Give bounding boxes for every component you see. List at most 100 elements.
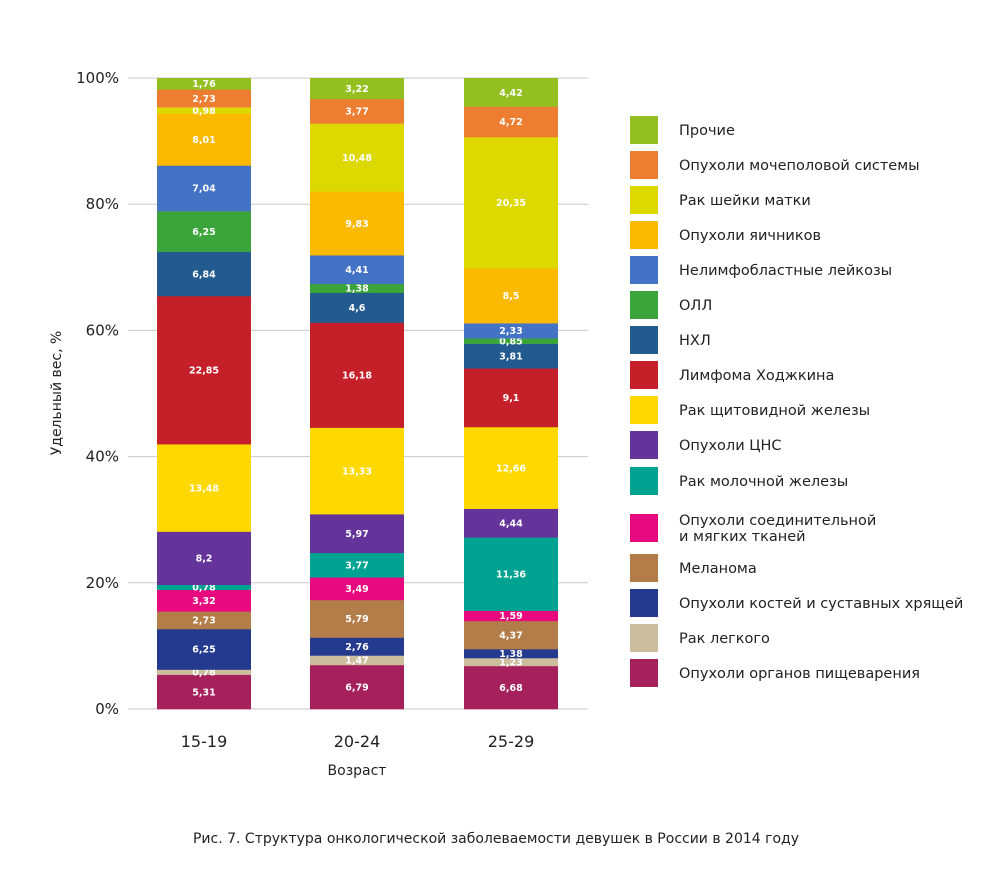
bar-segment-label: 1,59 (499, 611, 522, 622)
bar-segment (310, 427, 404, 515)
x-tick-label: 20-24 (334, 732, 381, 751)
bar-segment (310, 191, 404, 256)
bar-segment-label: 4,6 (349, 303, 366, 314)
x-axis-label: Возраст (328, 763, 387, 779)
bar-segment-label: 8,2 (196, 554, 213, 565)
bar-segment (310, 78, 404, 100)
bars: 5,31 0,78 6,25 2,73 3,32 0,78 8,2 13,48 22,85 6,8… (157, 78, 558, 710)
bar-segment-label: 1,38 (345, 284, 369, 295)
bar-segment-label: 10,48 (342, 153, 372, 164)
bar-segment (310, 292, 404, 323)
legend-label: Прочие (679, 123, 735, 139)
bar-segment-label: 4,44 (499, 518, 523, 529)
bar-segment-label: 9,1 (503, 393, 520, 404)
legend-swatch (630, 589, 658, 617)
bar-segment-label: 16,18 (342, 371, 372, 382)
bar-segment-label: 5,97 (345, 529, 368, 540)
bar-segment-label: 13,33 (342, 466, 372, 477)
y-tick-label: 0% (95, 700, 119, 718)
legend-swatch (630, 396, 658, 424)
bar-segment (464, 136, 558, 269)
legend-label: Лимфома Ходжкина (679, 368, 834, 384)
y-tick-label: 40% (86, 448, 119, 466)
bar-segment-label: 9,83 (345, 219, 368, 230)
bar-segment (464, 649, 558, 659)
legend-swatch (630, 151, 658, 179)
bar-segment (310, 577, 404, 601)
bar-segment (464, 338, 558, 344)
bar-segment-label: 3,32 (192, 596, 215, 607)
legend-label: Опухоли яичников (679, 228, 821, 244)
bar-segment-label: 1,23 (499, 657, 522, 668)
y-tick-label: 100% (76, 69, 119, 87)
bar-segment-label: 13,48 (189, 483, 219, 494)
x-tick-label: 15-19 (181, 732, 228, 751)
bar-segment-label: 1,47 (345, 656, 368, 667)
bar-segment-label: 2,76 (345, 642, 369, 653)
bar-segment (464, 323, 558, 339)
bar-segment (310, 98, 404, 124)
bar-segment-label: 6,25 (192, 645, 215, 656)
bar-segment-label: 4,72 (499, 117, 522, 128)
bar-segment (157, 589, 251, 612)
bar-segment (464, 537, 558, 611)
bar-segment (464, 620, 558, 650)
bar-segment-label: 3,77 (345, 107, 368, 118)
y-axis-label: Удельный вес, % (49, 331, 65, 456)
bar-segment-label: 2,33 (499, 326, 522, 337)
bar-segment (310, 637, 404, 656)
bar-segment (157, 669, 251, 675)
bar-segment (157, 611, 251, 630)
bar-segment (310, 552, 404, 578)
bar-segment (310, 599, 404, 638)
bar-segment-label: 6,68 (499, 683, 523, 694)
bar-segment (157, 165, 251, 212)
bar-segment-label: 4,42 (499, 88, 522, 99)
bar-segment-label: 2,73 (192, 94, 215, 105)
bar-segment (464, 268, 558, 324)
bar-segment (310, 255, 404, 285)
legend-swatch (630, 361, 658, 389)
bar-segment (157, 628, 251, 670)
bar-segment (157, 89, 251, 108)
y-tick-label: 60% (86, 321, 119, 339)
bar-segment-label: 3,22 (345, 84, 368, 95)
legend-swatch (630, 467, 658, 495)
bar-segment-label: 1,38 (499, 649, 523, 660)
legend-label: Меланома (679, 561, 757, 577)
bar-segment-label: 3,81 (499, 351, 522, 362)
legend-label: Рак шейки матки (679, 193, 811, 209)
bar-segment-label: 5,31 (192, 687, 215, 698)
legend-label: Рак легкого (679, 631, 770, 647)
bar-segment (157, 295, 251, 445)
legend-swatch (630, 514, 658, 542)
bar-segment (157, 78, 251, 90)
bar-segment (464, 657, 558, 667)
bar-segment (157, 113, 251, 166)
bar-segment (310, 283, 404, 294)
bar-segment-label: 1,76 (192, 79, 216, 90)
bar-segment-label: 8,01 (192, 135, 215, 146)
legend-label: Рак щитовидной железы (679, 403, 870, 419)
bar-segment-label: 6,79 (345, 682, 368, 693)
bar-segment-label: 0,78 (192, 668, 216, 679)
bar-segment-label: 6,25 (192, 227, 215, 238)
x-tick-label: 25-29 (488, 732, 535, 751)
legend-swatch (630, 186, 658, 214)
legend-swatch (630, 256, 658, 284)
bar-segment-label: 4,37 (499, 630, 522, 641)
bar-segment (157, 584, 251, 591)
bar-segment (157, 107, 251, 114)
bar-segment-label: 11,36 (496, 569, 526, 580)
bar-segment-label: 3,77 (345, 561, 368, 572)
legend-label: Нелимфобластные лейкозы (679, 263, 892, 279)
bar-segment (157, 211, 251, 252)
bar-segment-label: 0,78 (192, 583, 216, 594)
bar-segment (464, 610, 558, 622)
figure-caption: Рис. 7. Структура онкологической заболев… (193, 831, 799, 847)
bar-segment-label: 5,79 (345, 614, 368, 625)
bar-segment (464, 508, 558, 538)
bar-segment-label: 8,5 (503, 291, 520, 302)
bar-segment (157, 531, 251, 585)
